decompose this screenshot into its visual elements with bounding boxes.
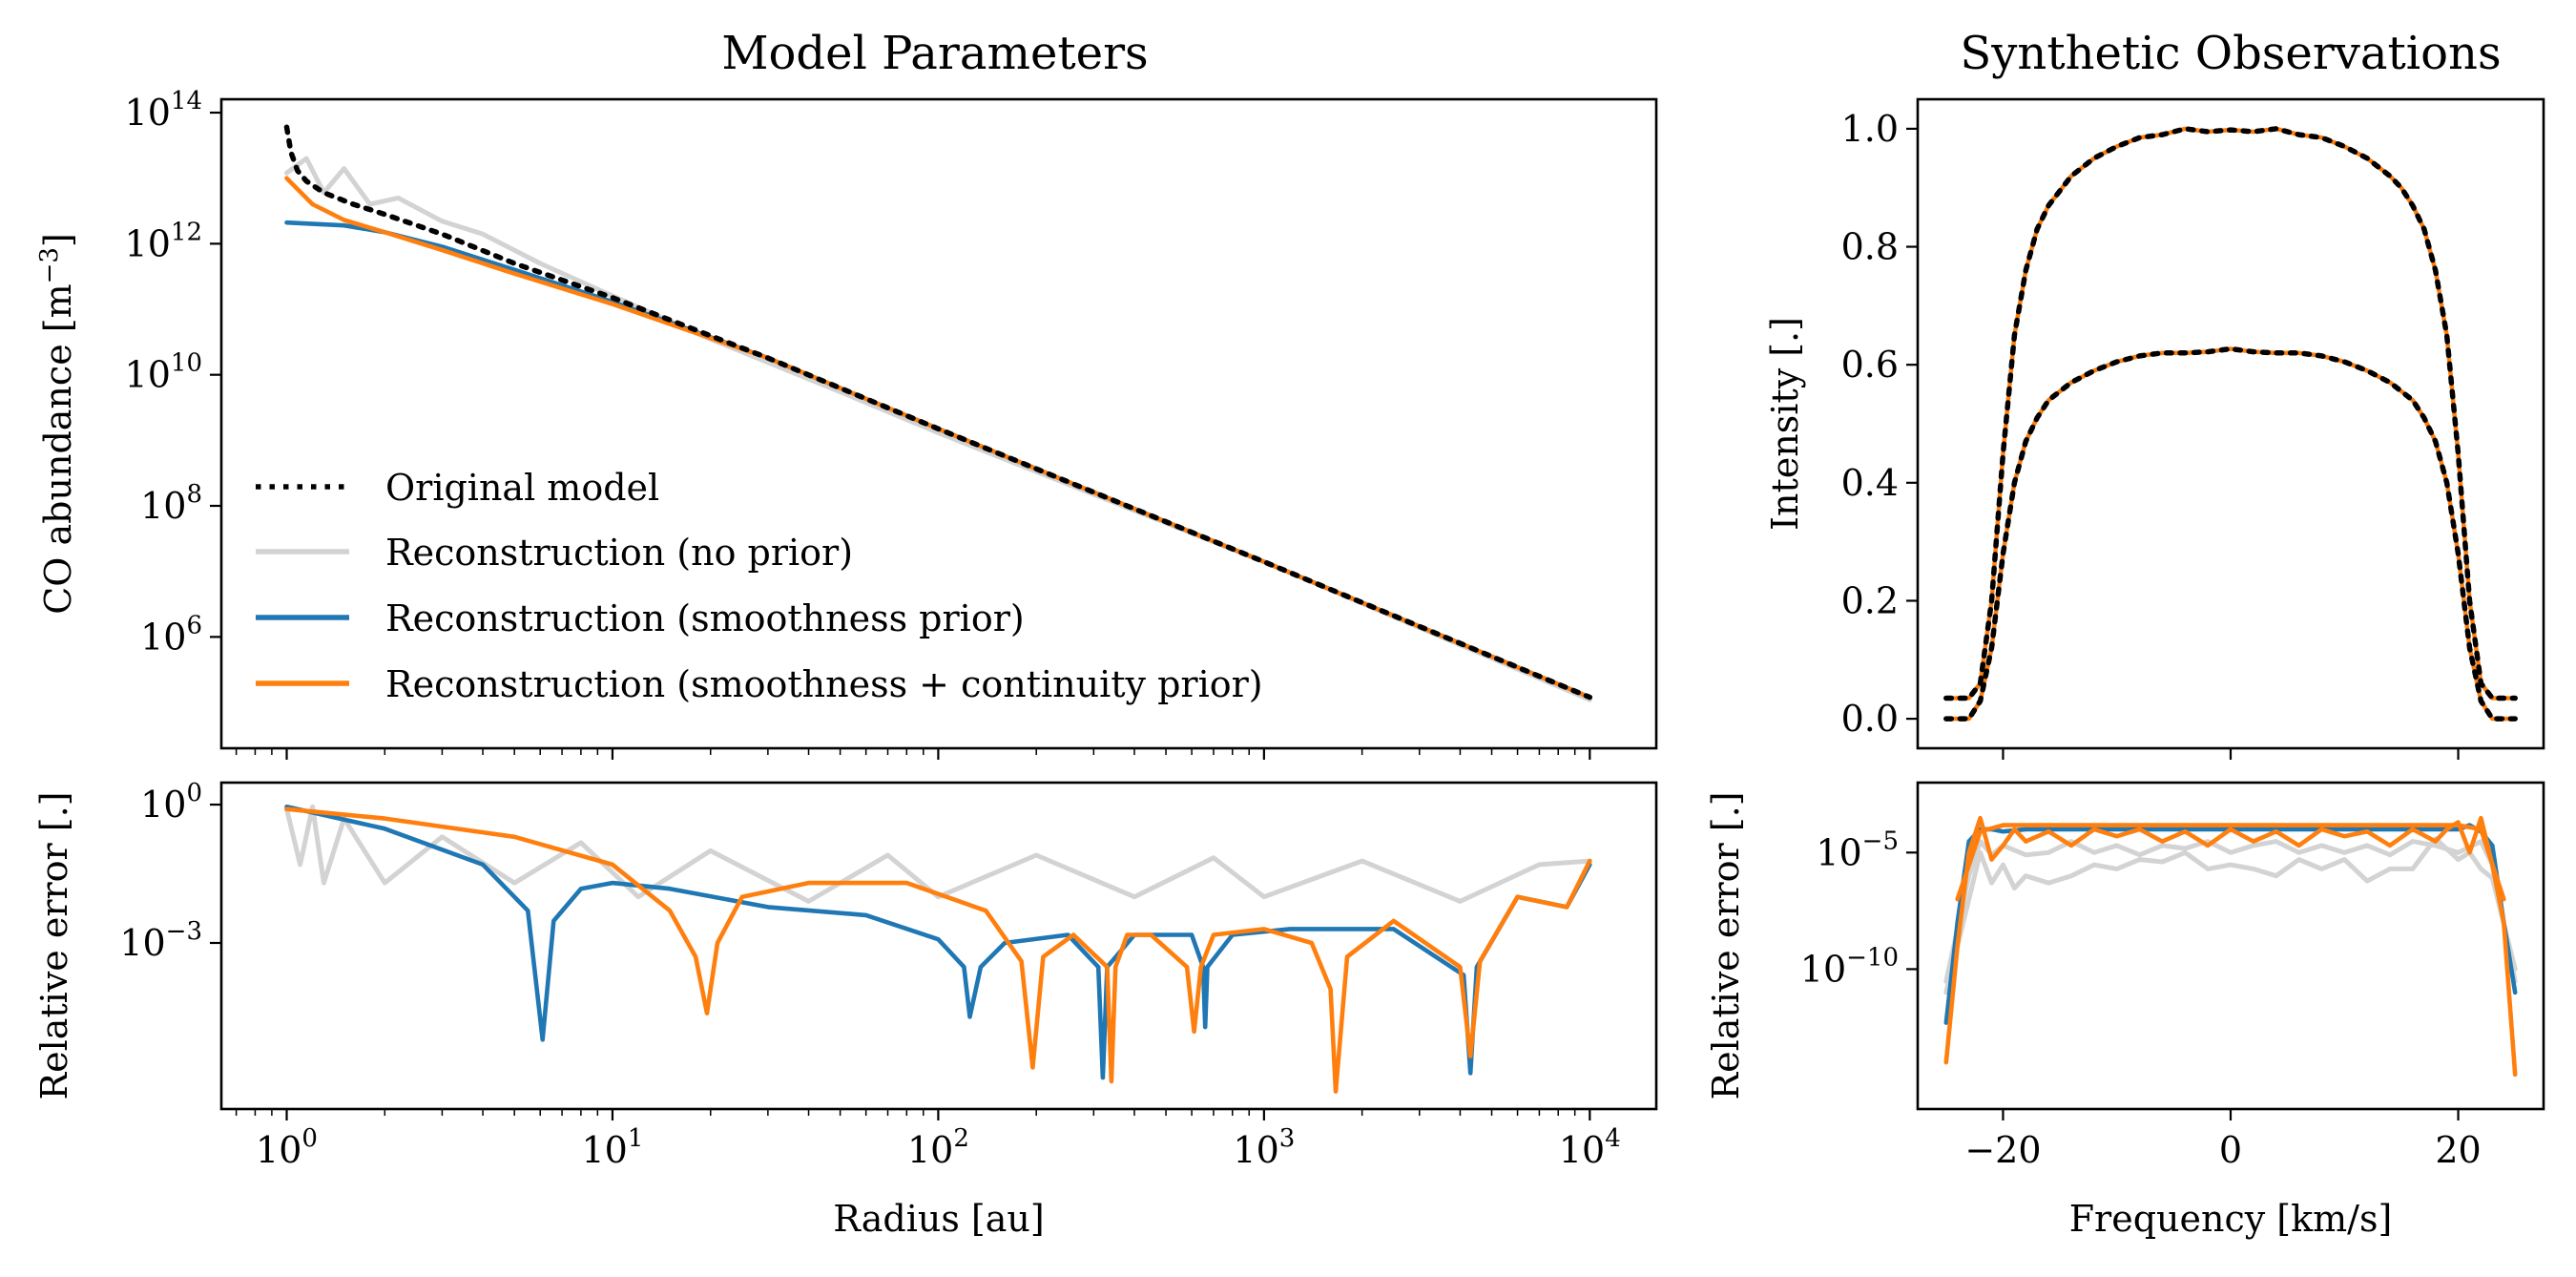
intensity-error-plot-area xyxy=(1943,815,2518,1078)
frequency-x-label: Frequency [km/s] xyxy=(2069,1198,2393,1240)
intensity-y-tick-label-0: 0.0 xyxy=(1841,698,1899,740)
abundance_error-y-tick-label-0: 100 xyxy=(140,779,202,826)
abundance-y-tick-label-3: 1012 xyxy=(125,218,202,264)
intensity-axes: 0.0 0.2 0.4 0.6 0.8 1.0 Intensity [.] xyxy=(1764,97,2545,760)
intensity-y-tick-label-4: 0.8 xyxy=(1841,226,1899,268)
abundance-axes: 106 108 1010 1012 1014 CO abundance [m−3] Or… xyxy=(35,87,1658,760)
intensity-series-original-2 xyxy=(1943,126,2518,701)
abundance-plot-area xyxy=(283,124,1593,702)
abundance-error-ticks: 100 101 102 103 104 100 10−3 xyxy=(119,779,1620,1171)
left-title: Model Parameters xyxy=(721,27,1148,80)
intensity_error-x-tick-label-1: 0 xyxy=(2219,1129,2242,1171)
intensity-error-ticks: −20 0 20 10−5 10−10 xyxy=(1800,827,2482,1171)
abundance_error-x-tick-label-2: 102 xyxy=(907,1124,969,1171)
intensity_error-y-tick-label-0: 10−5 xyxy=(1816,827,1899,873)
right-title: Synthetic Observations xyxy=(1960,27,2501,80)
radius-x-label: Radius [au] xyxy=(833,1198,1044,1240)
intensity-y-label: Intensity [.] xyxy=(1764,317,1806,531)
intensity-error-axes: −20 0 20 10−5 10−10 Relative error [.] Frequ… xyxy=(1705,781,2545,1240)
abundance_error-x-tick-label-0: 100 xyxy=(256,1124,318,1171)
intensity-y-tick-label-1: 0.2 xyxy=(1841,579,1899,621)
abundance-error-frame xyxy=(219,781,1658,1111)
intensity_error-x-tick-label-0: −20 xyxy=(1964,1129,2041,1171)
abundance-y-tick-label-4: 1014 xyxy=(125,87,202,134)
legend: Original model Reconstruction (no prior)… xyxy=(256,467,1263,705)
intensity_error-series-smooth-cont-4 xyxy=(1955,823,2506,902)
abundance_error-x-tick-label-4: 104 xyxy=(1559,1124,1621,1171)
abundance-y-tick-label-1: 108 xyxy=(140,480,202,527)
abundance-y-tick-label-0: 106 xyxy=(140,611,202,658)
intensity-series-original-3 xyxy=(1943,345,2518,722)
abundance-error-axes: 100 101 102 103 104 100 10−3 Relative error [.… xyxy=(33,779,1658,1240)
abundance_error-series-smooth-cont-2 xyxy=(284,806,1592,1094)
intensity-y-tick-label-5: 1.0 xyxy=(1841,108,1899,150)
intensity_error-series-no-prior-0 xyxy=(1943,836,2518,995)
intensity_error-x-tick-label-2: 20 xyxy=(2435,1129,2481,1171)
legend-label-smooth: Reconstruction (smoothness prior) xyxy=(385,597,1025,639)
abundance-y-tick-label-2: 1010 xyxy=(125,349,202,396)
intensity-y-tick-label-2: 0.4 xyxy=(1841,462,1899,504)
legend-label-no-prior: Reconstruction (no prior) xyxy=(385,532,853,574)
abundance_error-x-tick-label-3: 103 xyxy=(1233,1124,1295,1171)
abundance_error-x-tick-label-1: 101 xyxy=(582,1124,644,1171)
legend-label-smooth-cont: Reconstruction (smoothness + continuity … xyxy=(385,663,1263,705)
abundance-y-label: CO abundance [m−3] xyxy=(35,233,79,615)
abundance-error-y-label: Relative error [.] xyxy=(33,791,75,1099)
abundance-frame xyxy=(219,97,1658,750)
abundance-series-no-prior-0 xyxy=(284,156,1592,702)
intensity-plot-area xyxy=(1943,126,2518,722)
legend-label-original: Original model xyxy=(385,467,659,509)
intensity-ticks: 0.0 0.2 0.4 0.6 0.8 1.0 xyxy=(1841,108,2460,760)
intensity-frame xyxy=(1916,97,2545,750)
abundance_error-series-smooth-1 xyxy=(284,805,1592,1080)
intensity_error-y-tick-label-1: 10−10 xyxy=(1800,943,1899,990)
abundance_error-y-tick-label-1: 10−3 xyxy=(119,917,202,964)
abundance_error-series-no-prior-0 xyxy=(284,804,1592,904)
abundance-error-plot-area xyxy=(284,804,1592,1094)
intensity_error-series-no-prior-1 xyxy=(1943,839,2518,984)
intensity-error-y-label: Relative error [.] xyxy=(1705,791,1747,1099)
intensity-y-tick-label-3: 0.6 xyxy=(1841,344,1899,386)
intensity-error-frame xyxy=(1916,781,2545,1111)
abundance-series-original-3 xyxy=(283,124,1593,701)
